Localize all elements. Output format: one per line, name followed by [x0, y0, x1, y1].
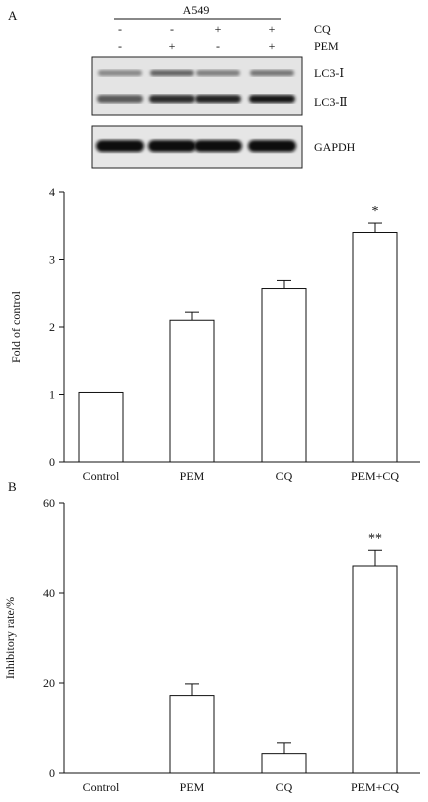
x-tick-label: PEM+CQ [351, 469, 399, 483]
y-axis-label: Inhibitory rate/% [3, 597, 17, 679]
blot-band [196, 70, 240, 76]
lc3-blot-box [91, 56, 303, 116]
treatment-label-cq: CQ [314, 22, 331, 36]
y-tick-label: 60 [43, 496, 55, 510]
bar [352, 232, 398, 463]
y-tick-label: 1 [49, 388, 55, 402]
treatment-sign: - [170, 22, 174, 36]
y-tick-label: 40 [43, 586, 55, 600]
treatment-sign: - [118, 39, 122, 53]
x-tick-label: Control [83, 780, 120, 794]
bar [352, 565, 398, 774]
panel-a-label: A [8, 8, 18, 23]
blot-band [249, 95, 295, 103]
bar [261, 288, 307, 463]
y-tick-label: 4 [49, 185, 55, 199]
treatment-sign: + [269, 22, 276, 36]
band-label: GAPDH [314, 140, 356, 154]
panel-b-label: B [8, 479, 17, 494]
fold-of-control-chart: 0 1 2 3 4 Fold of control Control PEM CQ PEM+CQ * [9, 185, 420, 483]
y-tick-label: 0 [49, 455, 55, 469]
blot-band [148, 140, 196, 152]
band-label: LC3-Ⅱ [314, 95, 348, 109]
blot-band [96, 140, 144, 152]
blot-band [98, 70, 142, 76]
significance-marker: * [372, 204, 379, 219]
treatment-sign: - [118, 22, 122, 36]
bar [169, 319, 215, 463]
x-tick-label: PEM+CQ [351, 780, 399, 794]
bar [261, 753, 307, 774]
treatment-sign: + [215, 22, 222, 36]
blot-band [194, 140, 242, 152]
bar [78, 391, 124, 463]
blot-band [97, 95, 143, 103]
x-tick-label: CQ [276, 469, 293, 483]
treatment-sign: + [169, 39, 176, 53]
blot-band [150, 70, 194, 76]
significance-marker: ** [368, 531, 382, 546]
blot-band [250, 70, 294, 76]
x-tick-label: PEM [180, 780, 205, 794]
western-blot-panel: A A549 - - + + CQ - + - + PEM LC3-Ⅰ LC3-Ⅱ GAPDH [8, 3, 356, 169]
inhibitory-rate-chart: 0 20 40 60 Inhibitory rate/% Control PEM CQ PEM+… [3, 496, 420, 794]
x-tick-label: Control [83, 469, 120, 483]
blot-band [195, 95, 241, 103]
y-tick-label: 3 [49, 253, 55, 267]
treatment-label-pem: PEM [314, 39, 339, 53]
treatment-sign: - [216, 39, 220, 53]
y-tick-label: 20 [43, 676, 55, 690]
band-label: LC3-Ⅰ [314, 66, 344, 80]
cell-line-label: A549 [183, 3, 210, 17]
treatment-sign-rows: - - + + CQ - + - + PEM [118, 22, 339, 53]
y-axis-label: Fold of control [9, 290, 23, 363]
treatment-sign: + [269, 39, 276, 53]
blot-images: LC3-Ⅰ LC3-Ⅱ GAPDH [91, 56, 356, 169]
y-tick-label: 0 [49, 766, 55, 780]
blot-band [248, 140, 296, 152]
x-tick-label: CQ [276, 780, 293, 794]
blot-band [149, 95, 195, 103]
y-tick-label: 2 [49, 320, 55, 334]
x-tick-label: PEM [180, 469, 205, 483]
bar [169, 695, 215, 774]
